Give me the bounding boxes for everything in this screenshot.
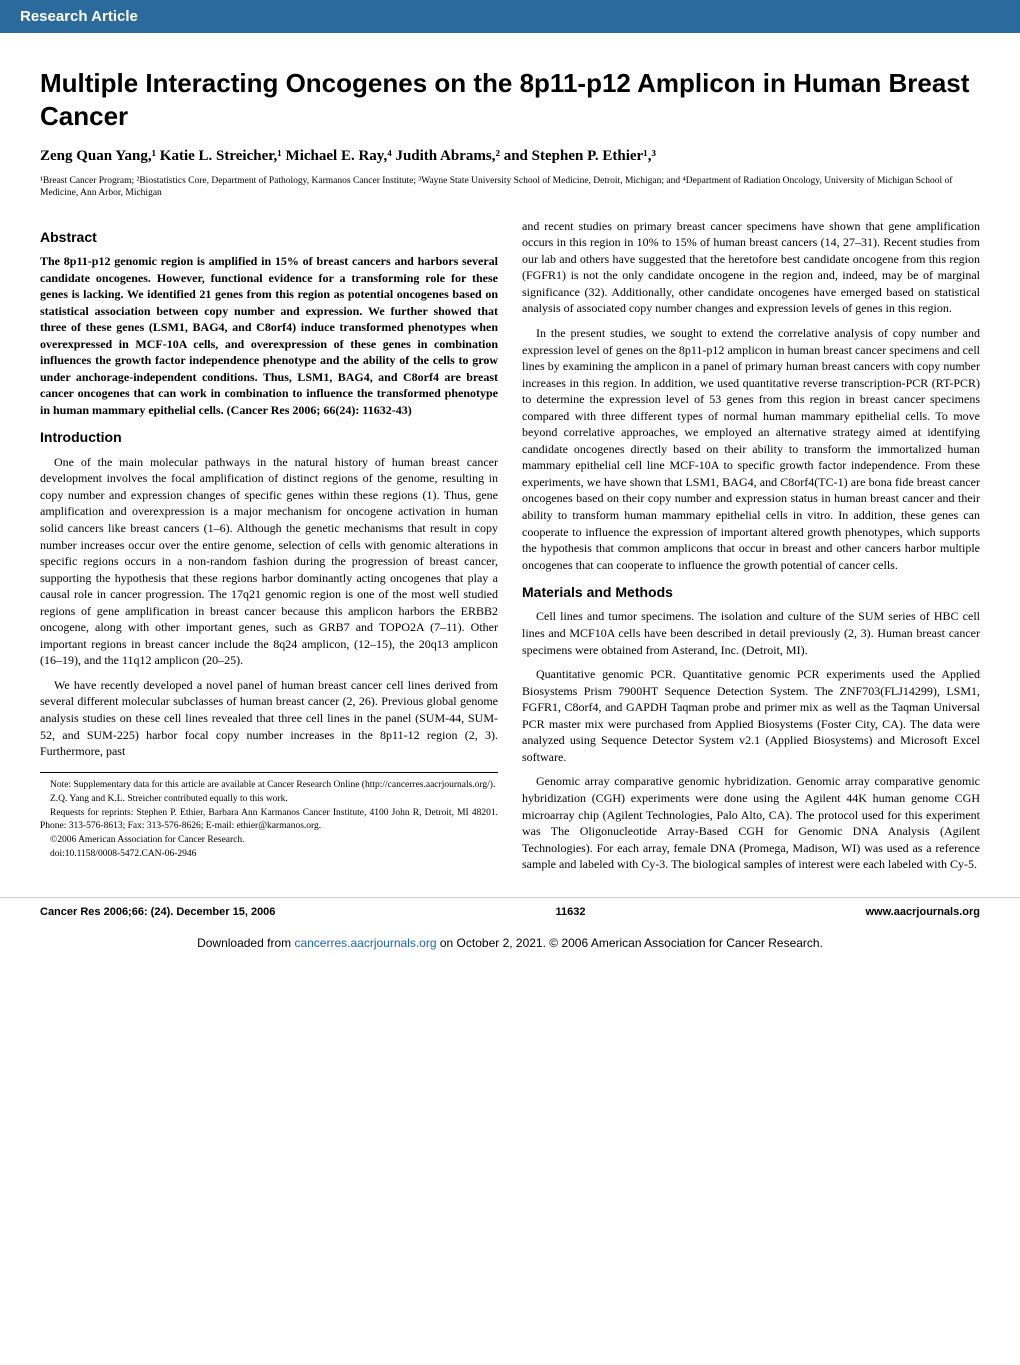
intro-paragraph-1: One of the main molecular pathways in th… [40,454,498,669]
abstract-heading: Abstract [40,228,498,247]
article-affiliations: ¹Breast Cancer Program; ²Biostatistics C… [40,175,980,200]
footer-right: www.aacrjournals.org [865,906,980,918]
methods-heading: Materials and Methods [522,583,980,602]
note-supplementary: Note: Supplementary data for this articl… [40,779,498,791]
note-reprints: Requests for reprints: Stephen P. Ethier… [40,807,498,832]
two-column-body: Abstract The 8p11-p12 genomic region is … [40,218,980,881]
page-footer: Cancer Res 2006;66: (24). December 15, 2… [0,897,1020,926]
download-suffix: on October 2, 2021. © 2006 American Asso… [437,936,823,950]
intro-paragraph-2: We have recently developed a novel panel… [40,677,498,760]
right-column: and recent studies on primary breast can… [522,218,980,881]
header-bar: Research Article [0,0,1020,33]
note-equal-contribution: Z.Q. Yang and K.L. Streicher contributed… [40,793,498,805]
abstract-text: The 8p11-p12 genomic region is amplified… [40,253,498,418]
download-note: Downloaded from cancerres.aacrjournals.o… [0,926,1020,968]
download-prefix: Downloaded from [197,936,294,950]
introduction-heading: Introduction [40,428,498,447]
note-copyright: ©2006 American Association for Cancer Re… [40,834,498,846]
article-title: Multiple Interacting Oncogenes on the 8p… [40,67,980,132]
methods-paragraph-2: Quantitative genomic PCR. Quantitative g… [522,666,980,765]
footer-left: Cancer Res 2006;66: (24). December 15, 2… [40,906,275,918]
footnotes-block: Note: Supplementary data for this articl… [40,772,498,861]
header-label: Research Article [20,8,138,25]
methods-paragraph-1: Cell lines and tumor specimens. The isol… [522,608,980,658]
col2-paragraph-1: and recent studies on primary breast can… [522,218,980,317]
note-doi: doi:10.1158/0008-5472.CAN-06-2946 [40,848,498,860]
article-content: Multiple Interacting Oncogenes on the 8p… [0,33,1020,891]
col2-paragraph-2: In the present studies, we sought to ext… [522,325,980,573]
methods-paragraph-3: Genomic array comparative genomic hybrid… [522,773,980,872]
left-column: Abstract The 8p11-p12 genomic region is … [40,218,498,881]
download-link[interactable]: cancerres.aacrjournals.org [294,936,436,950]
footer-page-number: 11632 [555,906,585,918]
article-authors: Zeng Quan Yang,¹ Katie L. Streicher,¹ Mi… [40,148,980,165]
